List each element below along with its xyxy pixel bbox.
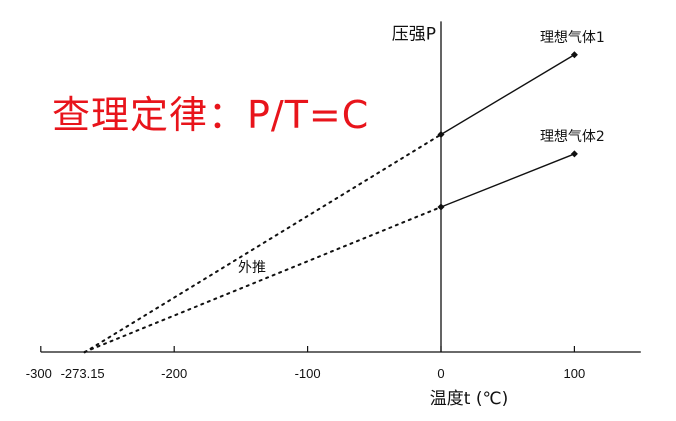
- x-tick-label: 100: [564, 366, 586, 381]
- data-point: [437, 131, 445, 138]
- x-tick-label: -100: [295, 366, 321, 381]
- x-tick-label: 0: [437, 366, 444, 381]
- data-point: [570, 150, 578, 158]
- extrapolation-line-2: [83, 206, 442, 353]
- data-point: [437, 203, 445, 211]
- y-axis-label: 压强P: [392, 24, 436, 44]
- series-line-2: [440, 153, 575, 208]
- series-label-2: 理想气体2: [540, 129, 605, 145]
- chart-title: 查理定律：P/T=C: [52, 93, 370, 137]
- series-label-1: 理想气体1: [540, 30, 605, 46]
- extrapolation-line-1: [83, 133, 442, 354]
- data-point: [570, 51, 578, 59]
- x-axis-label: 温度t (℃): [430, 389, 508, 409]
- x-tick-label: -200: [161, 366, 187, 381]
- extrapolation-annotation: 外推: [238, 260, 266, 276]
- series-line-1: [440, 54, 575, 136]
- x-tick-label: -300: [26, 366, 52, 381]
- x-tick-label: -273.15: [61, 366, 105, 381]
